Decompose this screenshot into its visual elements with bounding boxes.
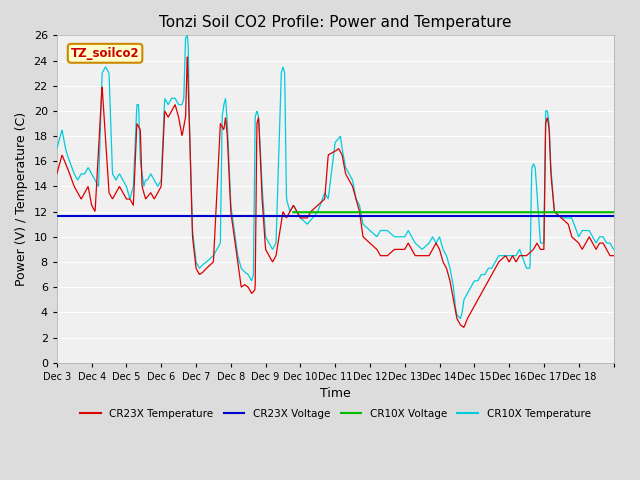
Title: Tonzi Soil CO2 Profile: Power and Temperature: Tonzi Soil CO2 Profile: Power and Temper… (159, 15, 511, 30)
Legend: CR23X Temperature, CR23X Voltage, CR10X Voltage, CR10X Temperature: CR23X Temperature, CR23X Voltage, CR10X … (76, 405, 595, 423)
Text: TZ_soilco2: TZ_soilco2 (71, 47, 140, 60)
Y-axis label: Power (V) / Temperature (C): Power (V) / Temperature (C) (15, 112, 28, 286)
X-axis label: Time: Time (320, 387, 351, 400)
